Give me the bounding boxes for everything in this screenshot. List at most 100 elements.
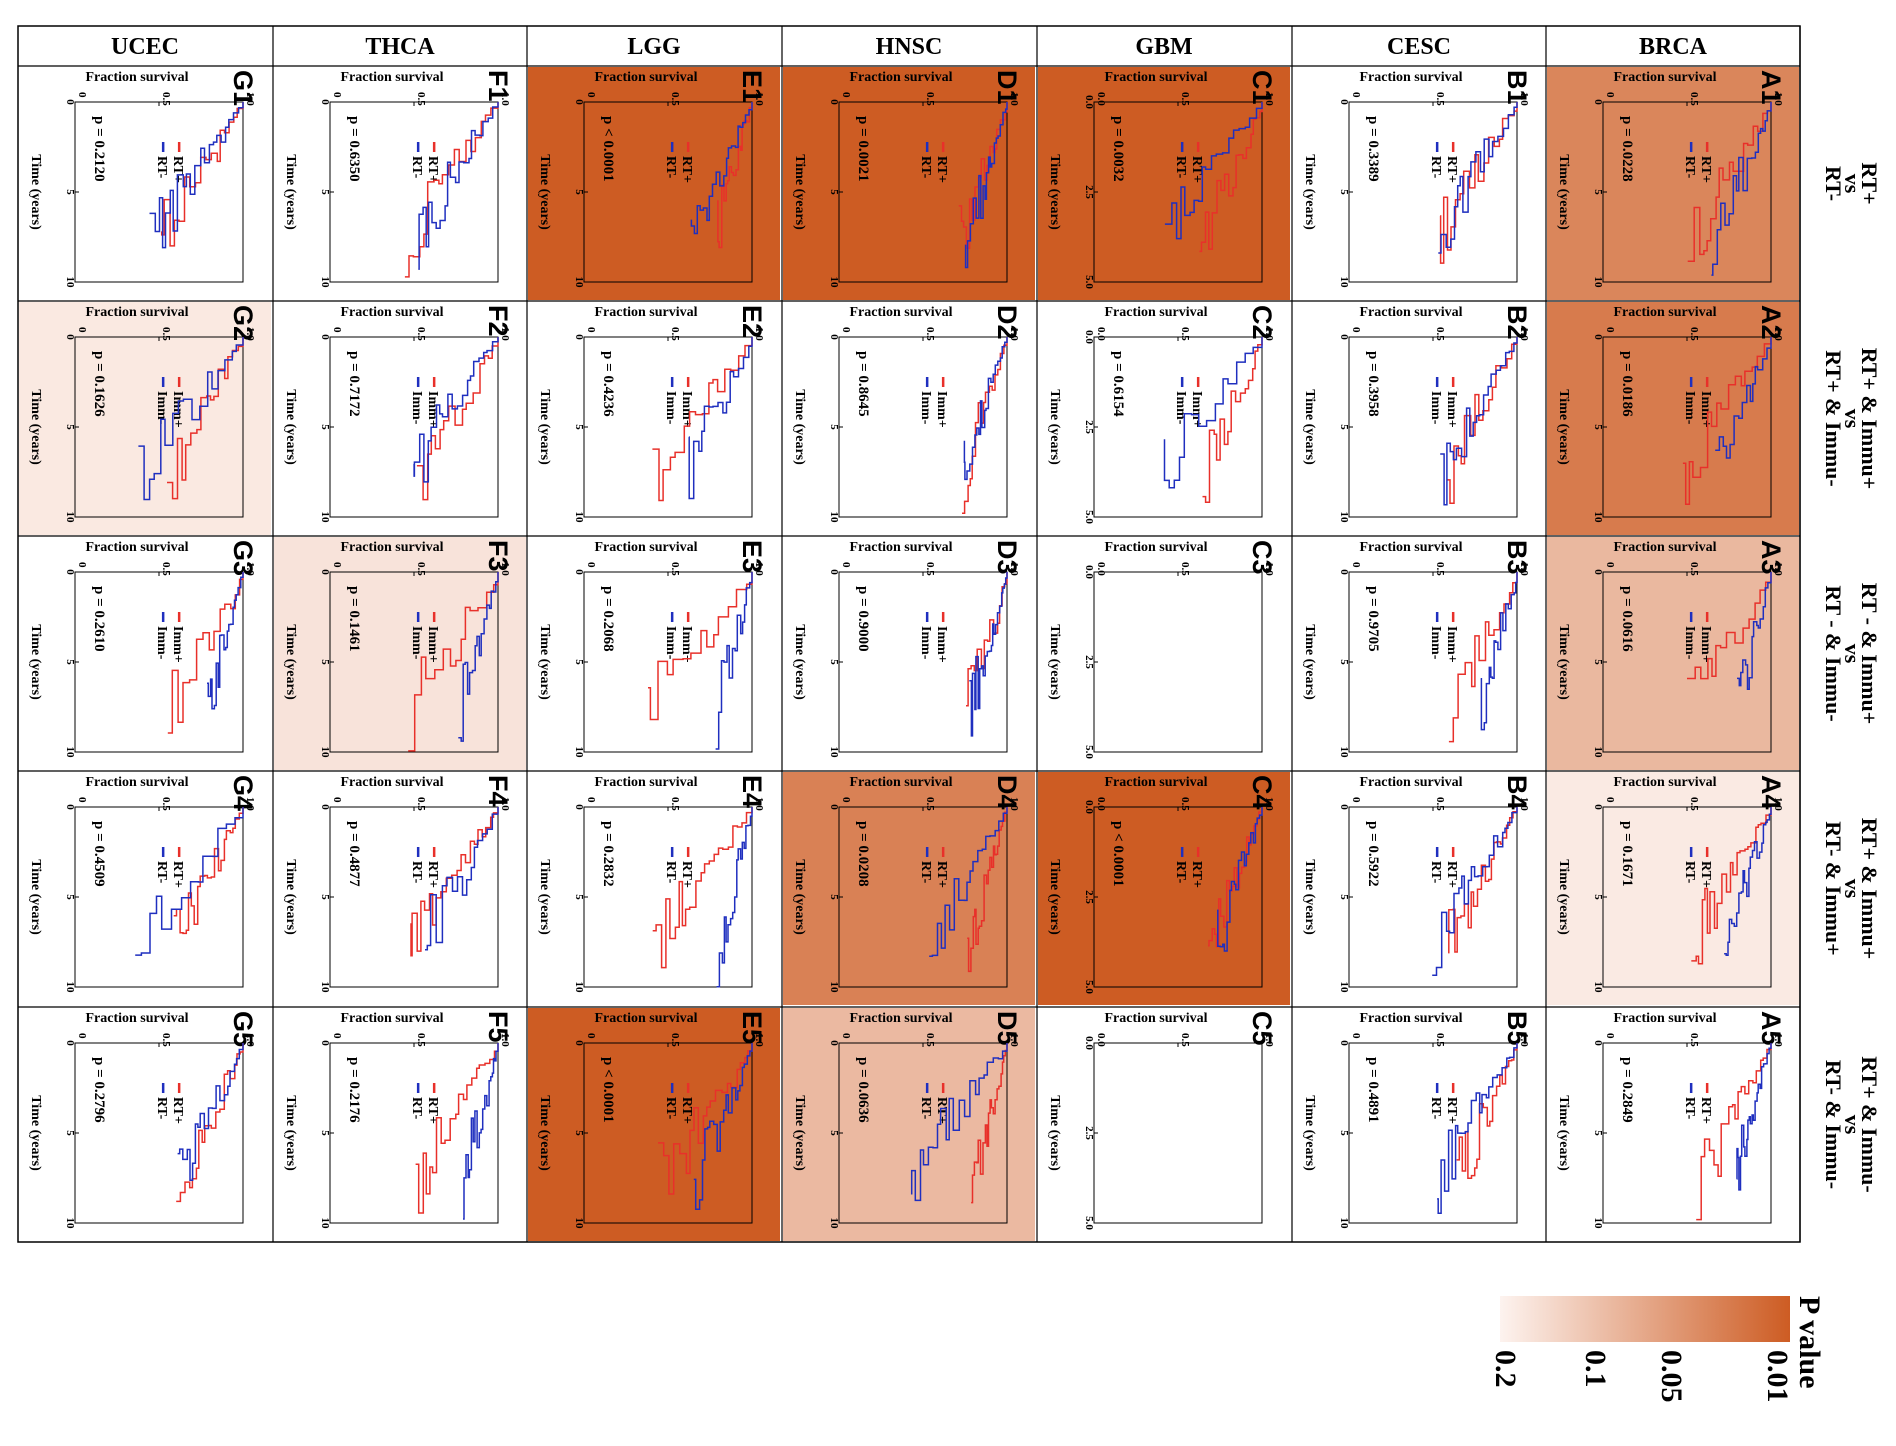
survival-curve-group2 [715, 572, 753, 750]
legend-entry: Imm+ [1444, 391, 1459, 428]
panel-b2: B2 Fraction survival 0 0.5 1.0 0 5 10 Time (year… [1302, 305, 1532, 523]
legend-entry: RT- [918, 1097, 933, 1120]
y-tick-label: 0 [1350, 92, 1362, 98]
x-tick-label: 0 [64, 99, 76, 105]
y-axis-label: Fraction survival [1359, 70, 1462, 85]
x-axis-label: Time (years) [1556, 1095, 1571, 1171]
y-axis-label: Fraction survival [1613, 775, 1716, 790]
x-tick-label: 0 [1592, 804, 1604, 810]
x-tick-label: 0 [64, 804, 76, 810]
p-value-label: p = 0.4236 [600, 351, 616, 417]
y-tick-label: 0 [585, 327, 597, 333]
legend-entry: RT- [1428, 861, 1443, 884]
legend-entry: RT- [409, 156, 424, 179]
panel-f5: F5 Fraction survival 0 0.5 1.0 0 5 10 Time (year… [283, 1011, 513, 1229]
colorbar-title: P value [1793, 1296, 1826, 1389]
x-tick-label: 0 [1338, 334, 1350, 340]
x-tick-label: 5 [319, 189, 331, 195]
legend-entry: RT+ [934, 861, 949, 888]
x-tick-label: 0 [319, 1040, 331, 1046]
x-tick-label: 5 [319, 424, 331, 430]
y-tick-label: 0 [840, 92, 852, 98]
legend-entry: RT- [663, 1097, 678, 1120]
p-value-label: p = 0.9000 [855, 586, 871, 652]
panel-id-label: G5 [228, 1011, 258, 1047]
y-tick-label: 1.0 [244, 562, 256, 576]
legend-entry: Imm- [1682, 391, 1697, 425]
x-axis-label: Time (years) [792, 624, 807, 700]
p-value-label: p = 0.4877 [346, 821, 362, 887]
legend-entry: Imm+ [934, 391, 949, 428]
colorbar-gradient [1500, 1296, 1790, 1342]
x-axis-label: Time (years) [1556, 389, 1571, 465]
panel-g5: G5 Fraction survival 0 0.5 1.0 0 5 10 Time (year… [28, 1011, 258, 1229]
x-tick-label: 5 [828, 189, 840, 195]
p-value-label: p = 0.2068 [600, 586, 616, 652]
y-tick-label: 1.0 [1008, 562, 1020, 576]
x-tick-label: 5 [573, 189, 585, 195]
legend-entry: Imm+ [679, 391, 694, 428]
p-value-label: p = 0.0021 [855, 116, 871, 182]
x-tick-label: 0.0 [1083, 565, 1095, 579]
panel-f3: F3 Fraction survival 0 0.5 1.0 0 5 10 Time (year… [283, 540, 513, 758]
y-tick-label: 0.5 [160, 1033, 172, 1047]
y-axis-label: Fraction survival [1613, 1011, 1716, 1026]
panel-id-label: B1 [1502, 70, 1532, 105]
y-tick-label: 0.5 [1179, 1033, 1191, 1047]
p-value-label: p = 0.2832 [600, 821, 616, 887]
y-tick-label: 1.0 [244, 92, 256, 106]
x-tick-label: 10 [573, 1218, 585, 1230]
panel-a4: A4 Fraction survival 0 0.5 1.0 0 5 10 Time (year… [1556, 775, 1786, 993]
row-label-vs: vs [1840, 644, 1865, 664]
x-axis-label: Time (years) [1047, 624, 1062, 700]
p-value-label: p = 0.0208 [855, 821, 871, 887]
x-tick-label: 10 [64, 512, 76, 524]
x-tick-label: 10 [64, 747, 76, 759]
y-tick-label: 0.5 [669, 562, 681, 576]
survival-curve-group2 [1163, 337, 1263, 489]
survival-curve-group2 [693, 1043, 753, 1210]
x-axis-label: Time (years) [1047, 859, 1062, 935]
legend-entry: RT- [154, 1097, 169, 1120]
y-axis-label: Fraction survival [1104, 540, 1207, 555]
panel-id-label: D1 [992, 70, 1022, 105]
x-tick-label: 10 [64, 982, 76, 994]
x-tick-label: 10 [319, 747, 331, 759]
panel-g3: G3 Fraction survival 0 0.5 1.0 0 5 10 Time (year… [28, 540, 258, 758]
survival-curve-group2 [458, 572, 499, 742]
x-tick-label: 2.5 [1083, 185, 1095, 199]
legend-entry: Imm- [154, 391, 169, 425]
legend-entry: RT+ [1189, 156, 1204, 183]
panel-a3: A3 Fraction survival 0 0.5 1.0 0 5 10 Time (year… [1556, 540, 1786, 758]
y-tick-label: 0 [76, 1033, 88, 1039]
legend-entry: RT+ [1444, 1097, 1459, 1124]
p-value-label: p = 0.5922 [1365, 821, 1381, 887]
panel-a1: A1 Fraction survival 0 0.5 1.0 0 5 10 Time (year… [1556, 70, 1786, 288]
x-tick-label: 5 [319, 894, 331, 900]
x-axis-label: Time (years) [28, 154, 43, 230]
y-tick-label: 1.0 [1008, 1033, 1020, 1047]
y-tick-label: 0.5 [1688, 92, 1700, 106]
y-tick-label: 1.0 [753, 327, 765, 341]
survival-curve-group1 [1448, 807, 1518, 954]
panel-id-label: B3 [1502, 540, 1532, 575]
y-tick-label: 1.0 [1263, 1033, 1275, 1047]
panel-id-label: E3 [737, 540, 767, 573]
colorbar-tick-label: 0.2 [1489, 1350, 1522, 1388]
y-tick-label: 0 [1604, 562, 1616, 568]
x-tick-label: 0 [573, 334, 585, 340]
x-tick-label: 10 [1592, 982, 1604, 994]
x-axis-label: Time (years) [283, 154, 298, 230]
x-tick-label: 2.5 [1083, 1126, 1095, 1140]
y-tick-label: 0.5 [160, 327, 172, 341]
x-axis-label: Time (years) [1302, 154, 1317, 230]
legend-entry: RT+ [934, 156, 949, 183]
panel-id-label: C4 [1247, 775, 1277, 810]
x-tick-label: 0 [828, 804, 840, 810]
p-value-label: p = 0.2120 [91, 116, 107, 182]
x-tick-label: 10 [828, 1218, 840, 1230]
panel-id-label: E4 [737, 775, 767, 808]
survival-curve-group2 [690, 102, 753, 235]
row-label-group-b: RT- [1821, 166, 1846, 201]
